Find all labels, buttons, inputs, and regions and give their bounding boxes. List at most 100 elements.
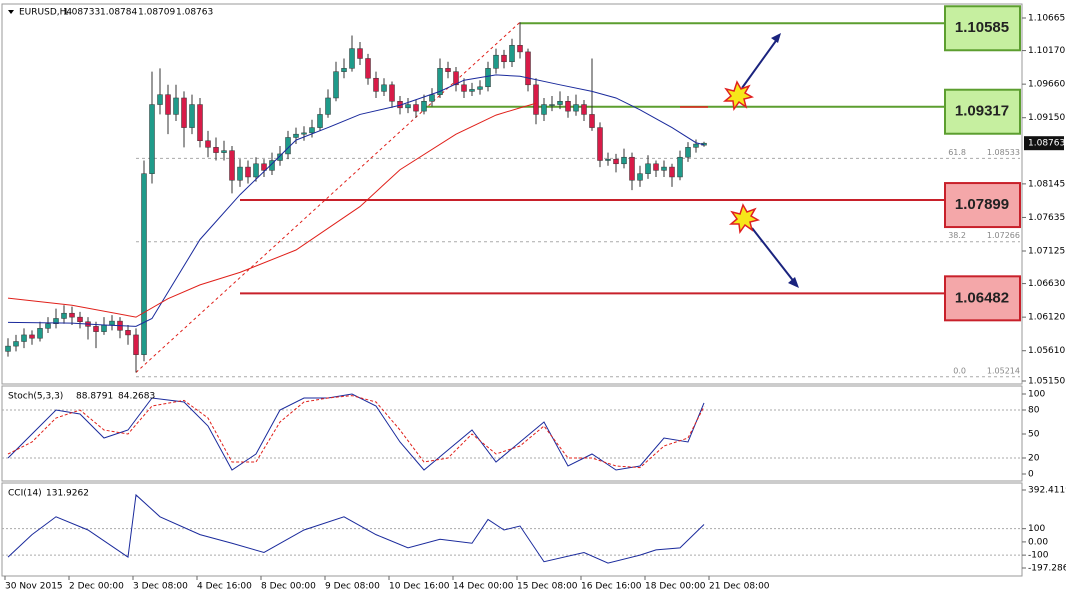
candle-body <box>405 104 411 109</box>
candle-body <box>93 326 99 332</box>
y-tick-label: 1.10170 <box>1028 46 1065 56</box>
x-tick-label: 4 Dec 16:00 <box>197 582 252 592</box>
high: 1.08784 <box>100 8 137 18</box>
fib-ratio: 0.0 <box>953 366 966 375</box>
current-price: 1.08763 <box>1028 139 1065 149</box>
arrow-head <box>771 33 781 43</box>
candle-body <box>645 163 651 174</box>
candle-body <box>245 166 251 178</box>
y-tick-label: 100 <box>1028 390 1045 400</box>
arrow-down <box>751 227 796 284</box>
candle-body <box>469 89 475 92</box>
level-label: 1.09317 <box>955 103 1009 120</box>
candle-body <box>581 104 587 115</box>
level-box <box>944 88 1021 135</box>
candle-body <box>277 153 283 161</box>
indicator-line <box>7 493 705 564</box>
fib-ratio: 38.2 <box>948 231 966 240</box>
x-tick-label: 16 Dec 16:00 <box>581 582 642 592</box>
y-tick-label: 1.07635 <box>1028 213 1065 223</box>
x-tick-label: 18 Dec 00:00 <box>645 582 706 592</box>
fib-ratio: 61.8 <box>948 148 966 157</box>
candle-body <box>597 127 603 161</box>
candle-body <box>181 97 187 128</box>
candle-body <box>13 341 19 347</box>
y-tick-label: 80 <box>1028 406 1040 416</box>
candle-body <box>365 58 371 79</box>
candle-body <box>53 318 59 324</box>
x-tick-label: 9 Dec 08:00 <box>325 582 380 592</box>
candle-body <box>269 160 275 171</box>
price-tag <box>1024 136 1064 151</box>
x-tick-label: 21 Dec 08:00 <box>709 582 770 592</box>
x-tick-label: 10 Dec 16:00 <box>389 582 450 592</box>
candle-body <box>317 114 323 128</box>
x-tick-label: 3 Dec 08:00 <box>133 582 188 592</box>
y-tick-label: -197.2865 <box>1028 564 1066 574</box>
x-tick-label: 14 Dec 00:00 <box>453 582 514 592</box>
y-tick-label: 50 <box>1028 430 1040 440</box>
fib-price: 1.05214 <box>987 366 1020 375</box>
y-tick-label: 0 <box>1028 470 1034 480</box>
candle-body <box>485 68 491 88</box>
candle-body <box>677 156 683 178</box>
candle-body <box>301 132 307 135</box>
y-tick-label: 1.08145 <box>1028 179 1065 189</box>
candle-body <box>533 84 539 115</box>
moving-average <box>7 102 537 318</box>
candle-body <box>693 143 699 148</box>
stoch-signal: 84.2683 <box>118 392 155 402</box>
level-box <box>944 182 1021 229</box>
candle-body <box>349 48 355 69</box>
candle-body <box>237 166 243 181</box>
stoch-main: 88.8791 <box>76 392 113 402</box>
candle-body <box>413 104 419 112</box>
indicator-line <box>7 395 705 469</box>
candle-body <box>565 101 571 112</box>
candle-body <box>477 86 483 90</box>
candle-body <box>437 68 443 95</box>
candle-body <box>5 345 11 352</box>
y-tick-label: 1.06120 <box>1028 313 1065 323</box>
candle-body <box>149 104 155 174</box>
fib-price: 1.08533 <box>987 148 1020 157</box>
x-tick-label: 8 Dec 00:00 <box>261 582 316 592</box>
candle-body <box>421 101 427 112</box>
candle-body <box>261 163 267 171</box>
candle-body <box>381 84 387 92</box>
cci-value: 131.9262 <box>46 489 89 499</box>
header: EURUSD,H4 1.08733 1.08784 1.08709 1.0876… <box>19 8 213 18</box>
level-label: 1.10585 <box>955 19 1009 36</box>
candle-body <box>525 51 531 86</box>
arrow-up <box>741 37 779 89</box>
candle-body <box>669 166 675 178</box>
level-box <box>944 5 1021 52</box>
candle-body <box>197 104 203 142</box>
candle-body <box>453 71 459 86</box>
candle-body <box>205 140 211 148</box>
candle-body <box>461 84 467 92</box>
candle-body <box>493 54 499 69</box>
candle-body <box>389 84 395 102</box>
y-tick-label: 1.10665 <box>1028 14 1065 24</box>
candle-body <box>189 104 195 128</box>
candle-body <box>165 94 171 115</box>
candle-body <box>325 97 331 115</box>
moving-average <box>7 74 705 327</box>
candle-body <box>157 94 163 105</box>
candle-body <box>445 68 451 72</box>
candle-body <box>133 334 139 355</box>
menu-triangle[interactable] <box>8 10 14 14</box>
low: 1.08709 <box>138 8 175 18</box>
candle-body <box>21 334 27 342</box>
annotations <box>680 33 799 288</box>
fib-price: 1.07266 <box>987 231 1020 240</box>
candle-body <box>509 45 515 63</box>
candle-body <box>61 312 67 319</box>
candle-body <box>309 127 315 134</box>
x-tick-label: 30 Nov 2015 <box>5 582 63 592</box>
candle-body <box>605 158 611 161</box>
close: 1.08763 <box>176 8 213 18</box>
burst <box>722 80 754 111</box>
